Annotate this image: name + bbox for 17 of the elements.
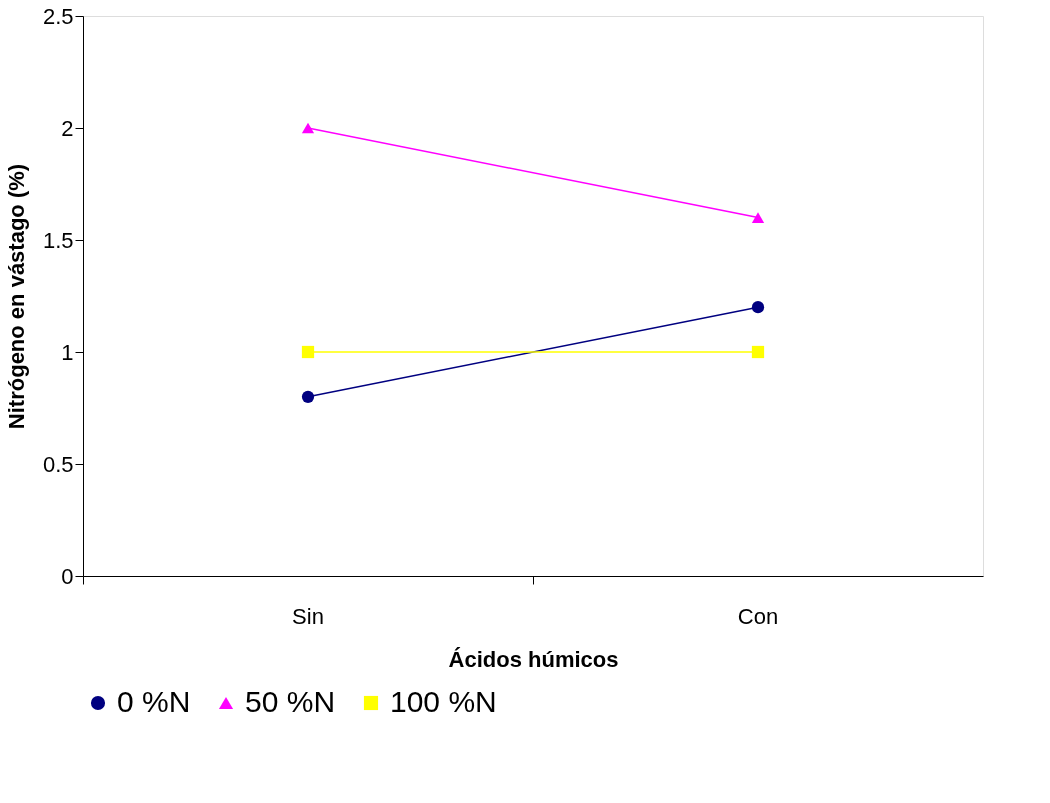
legend-label: 0 %N <box>117 685 191 718</box>
y-axis-title: Nitrógeno en vástago (%) <box>3 163 29 430</box>
y-tick-label: 1 <box>61 339 74 365</box>
x-tick-label: Sin <box>292 603 324 629</box>
y-tick-label: 0.5 <box>42 451 74 477</box>
point <box>301 390 315 403</box>
y-tick-label: 1.5 <box>42 227 74 253</box>
y-tick-label: 2 <box>61 115 74 141</box>
point <box>301 345 315 359</box>
point <box>751 301 765 314</box>
legend-label: 100 %N <box>390 685 497 718</box>
y-tick-label: 0 <box>61 563 74 589</box>
x-tick-label: Con <box>737 603 779 629</box>
legend-label: 50 %N <box>245 685 336 718</box>
x-axis-title: Ácidos húmicos <box>448 646 619 672</box>
y-tick-label: 2.5 <box>42 3 74 29</box>
point <box>751 345 765 359</box>
